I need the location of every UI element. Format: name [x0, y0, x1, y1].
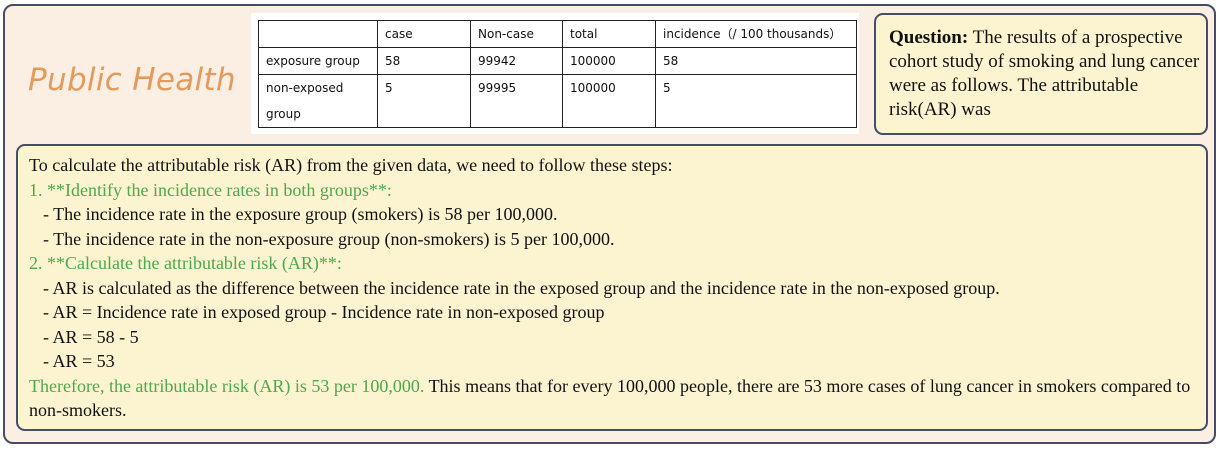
category-title: Public Health [28, 62, 236, 98]
data-table-panel: case Non-case total incidence（/ 100 thou… [251, 13, 859, 134]
answer-box: To calculate the attributable risk (AR) … [16, 144, 1208, 431]
answer-step-2-item: - AR = Incidence rate in exposed group -… [43, 302, 605, 322]
table-cell: 5 [377, 74, 471, 128]
answer-step-2-item: - AR = 53 [43, 351, 115, 371]
table-header-cell: case [377, 20, 471, 48]
answer-step-1-item: - The incidence rate in the exposure gro… [43, 204, 558, 224]
question-label: Question: [889, 27, 969, 48]
table-row: exposure group 58 99942 100000 58 [258, 47, 857, 75]
table-cell: non-exposed group [258, 74, 378, 128]
question-box: Question: The results of a prospective c… [874, 13, 1208, 135]
table-header-cell: incidence（/ 100 thousands） [655, 20, 857, 48]
table-header-row: case Non-case total incidence（/ 100 thou… [258, 20, 857, 48]
table-cell: 58 [377, 47, 471, 75]
answer-step-1-heading: 1. **Identify the incidence rates in bot… [29, 179, 392, 200]
table-cell: 99942 [470, 47, 563, 75]
table-row: non-exposed group 5 99995 100000 5 [258, 74, 857, 128]
answer-conclusion: Therefore, the attributable risk (AR) is… [29, 374, 1198, 423]
question-text: The results of a prospective cohort stud… [889, 27, 1200, 120]
answer-conclusion-highlight: Therefore, the attributable risk (AR) is… [29, 375, 425, 396]
answer-conclusion-text: This means that for every 100,000 people… [29, 375, 1191, 421]
answer-step-1-item: - The incidence rate in the non-exposure… [43, 228, 615, 249]
data-table: case Non-case total incidence（/ 100 thou… [258, 20, 857, 128]
table-cell: 58 [655, 47, 857, 75]
table-header-cell: Non-case [470, 20, 563, 48]
answer-intro: To calculate the attributable risk (AR) … [29, 155, 673, 175]
table-cell: 5 [655, 74, 857, 128]
table-cell: 100000 [562, 74, 656, 128]
table-header-cell: total [562, 20, 656, 48]
answer-step-2-item: - AR = 58 - 5 [43, 326, 139, 347]
table-cell: exposure group [258, 47, 378, 75]
table-cell: 99995 [470, 74, 563, 128]
answer-step-2-item: - AR is calculated as the difference bet… [43, 277, 1000, 298]
table-header-cell [258, 20, 378, 48]
answer-step-2-heading: 2. **Calculate the attributable risk (AR… [29, 253, 342, 273]
table-cell: 100000 [562, 47, 656, 75]
